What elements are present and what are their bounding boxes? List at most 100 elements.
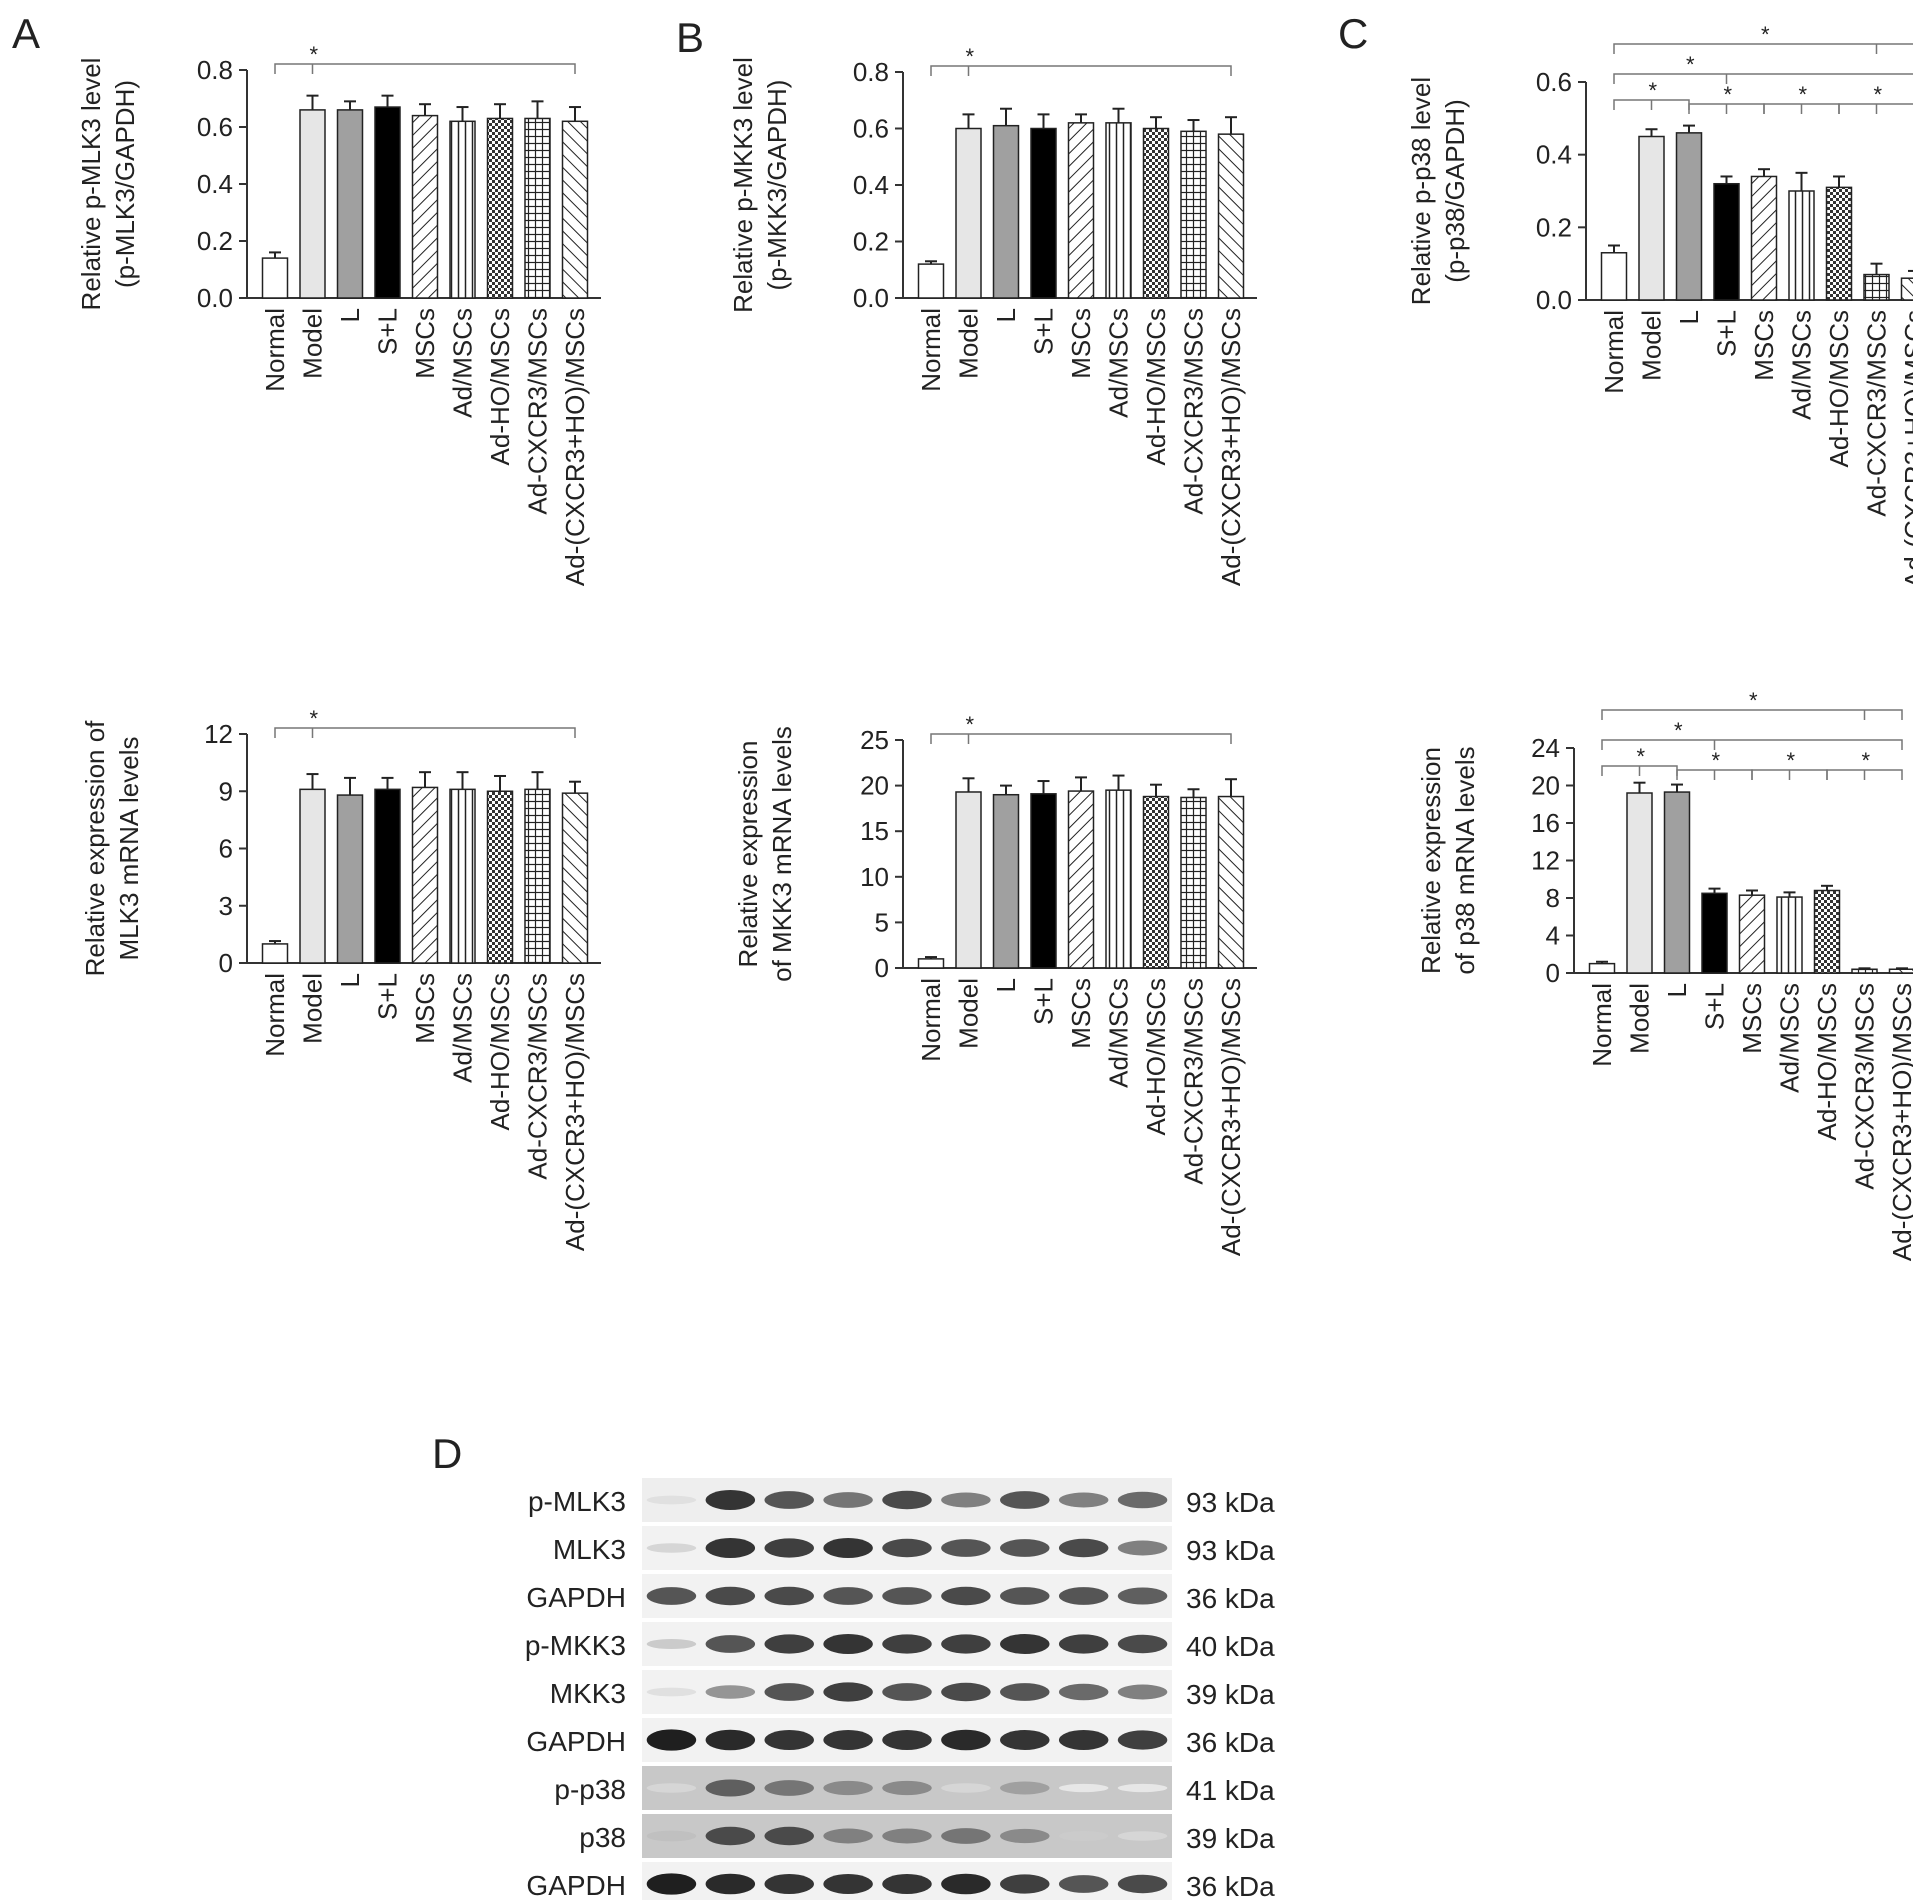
- y-tick-label: 5: [875, 907, 889, 937]
- blot-band: [705, 1873, 756, 1895]
- bar: [261, 943, 289, 964]
- bar: [411, 786, 439, 964]
- x-tick-label: S+L: [1029, 308, 1059, 355]
- bar: [524, 788, 551, 964]
- significance-bracket: [1838, 103, 1913, 114]
- x-tick-label: Ad-(CXCR3+HO)/MSCs: [1216, 978, 1246, 1256]
- blot-band: [882, 1780, 932, 1796]
- bar: [299, 788, 326, 964]
- bar: [1701, 892, 1728, 974]
- bar: [1217, 133, 1245, 299]
- x-tick-label: Normal: [916, 308, 946, 392]
- blot-protein-label: p-MKK3: [525, 1630, 626, 1661]
- y-tick-label: 0: [1546, 958, 1560, 988]
- x-tick-label: Ad-HO/MSCs: [485, 308, 515, 465]
- bar: [1105, 122, 1132, 299]
- x-tick-label: Ad-CXCR3/MSCs: [523, 973, 553, 1180]
- blot-band: [764, 1730, 814, 1750]
- bar: [1900, 277, 1913, 301]
- blot-band: [646, 1783, 697, 1793]
- bar: [299, 109, 326, 299]
- blot-band: [823, 1730, 873, 1750]
- blot-band: [823, 1538, 873, 1558]
- x-tick-label: Ad-(CXCR3+HO)/MSCs: [1887, 983, 1913, 1261]
- x-tick-label: Normal: [1587, 983, 1617, 1067]
- bar: [1663, 791, 1691, 974]
- blot-band: [941, 1873, 991, 1895]
- bar: [1813, 889, 1841, 974]
- blot-band: [823, 1874, 873, 1894]
- bar: [1738, 894, 1766, 974]
- blot-band: [941, 1492, 991, 1508]
- bar: [374, 106, 401, 299]
- x-tick-label: MSCs: [1066, 978, 1096, 1049]
- panel-label-b: B: [676, 14, 704, 61]
- blot-band: [705, 1685, 756, 1699]
- blot-band: [646, 1873, 697, 1895]
- y-axis-label: of MKK3 mRNA levels: [767, 726, 797, 982]
- blot-band: [705, 1538, 756, 1558]
- bar: [1638, 135, 1665, 301]
- blot-band: [1058, 1875, 1109, 1893]
- x-tick-label: S+L: [373, 308, 403, 355]
- y-axis-label: (p-MLK3/GAPDH): [110, 80, 140, 288]
- blot-kda-label: 36 kDa: [1186, 1727, 1275, 1758]
- x-tick-label: Ad-HO/MSCs: [1141, 308, 1171, 465]
- blot-band: [1117, 1634, 1168, 1654]
- x-tick-label: MSCs: [1749, 310, 1779, 381]
- y-tick-label: 20: [1531, 771, 1560, 801]
- blot-band: [764, 1683, 814, 1701]
- significance-star: *: [1711, 748, 1720, 773]
- blot-band: [882, 1634, 932, 1654]
- y-tick-label: 0.6: [197, 112, 233, 142]
- x-tick-label: Ad-HO/MSCs: [1812, 983, 1842, 1140]
- x-tick-label: Ad-(CXCR3+HO)/MSCs: [560, 308, 590, 586]
- bar: [486, 117, 514, 299]
- blot-band: [941, 1586, 991, 1606]
- y-tick-label: 0.0: [197, 283, 233, 313]
- significance-star: *: [1686, 52, 1695, 77]
- blot-kda-label: 39 kDa: [1186, 1823, 1275, 1854]
- blot-band: [705, 1779, 756, 1797]
- bar: [1713, 182, 1740, 301]
- blot-row: p-p38 41 kDa: [554, 1766, 1275, 1810]
- y-tick-label: 20: [860, 771, 889, 801]
- x-tick-label: Ad/MSCs: [1104, 978, 1134, 1088]
- bar: [1588, 962, 1616, 974]
- western-blot: p-MLK3 93 kDa MLK3 93 kDa GAPDH 36 kDa p-MKK3 4…: [525, 1478, 1275, 1900]
- significance-star: *: [1861, 748, 1870, 773]
- y-tick-label: 0.4: [197, 169, 233, 199]
- y-tick-label: 16: [1531, 808, 1560, 838]
- y-tick-label: 0.0: [1536, 285, 1572, 315]
- x-tick-label: Model: [1625, 983, 1655, 1054]
- blot-band: [1000, 1874, 1050, 1894]
- x-tick-label: Model: [954, 978, 984, 1049]
- bar: [1750, 175, 1778, 301]
- y-tick-label: 12: [1531, 846, 1560, 876]
- bar: [561, 120, 589, 299]
- bar: [1776, 896, 1803, 974]
- bar: [955, 127, 982, 299]
- x-tick-label: Ad/MSCs: [448, 973, 478, 1083]
- blot-band: [1117, 1491, 1168, 1509]
- y-tick-label: 8: [1546, 883, 1560, 913]
- x-tick-label: S+L: [1712, 310, 1742, 357]
- significance-bracket: [274, 727, 576, 738]
- blot-band: [764, 1634, 814, 1654]
- y-tick-label: 0.2: [197, 226, 233, 256]
- x-tick-label: L: [1662, 983, 1692, 997]
- blot-band: [1058, 1634, 1109, 1654]
- x-tick-label: L: [1674, 310, 1704, 324]
- blot-protein-label: p38: [579, 1822, 626, 1853]
- blot-band: [941, 1783, 991, 1793]
- y-axis-label: (p-MKK3/GAPDH): [762, 80, 792, 291]
- blot-band: [646, 1495, 697, 1505]
- bar: [1142, 795, 1170, 969]
- blot-row: p-MKK3 40 kDa: [525, 1622, 1275, 1666]
- blot-band: [1000, 1828, 1050, 1844]
- x-tick-label: Model: [954, 308, 984, 379]
- y-tick-label: 0: [875, 953, 889, 983]
- blot-band: [823, 1492, 873, 1508]
- blot-band: [705, 1826, 756, 1846]
